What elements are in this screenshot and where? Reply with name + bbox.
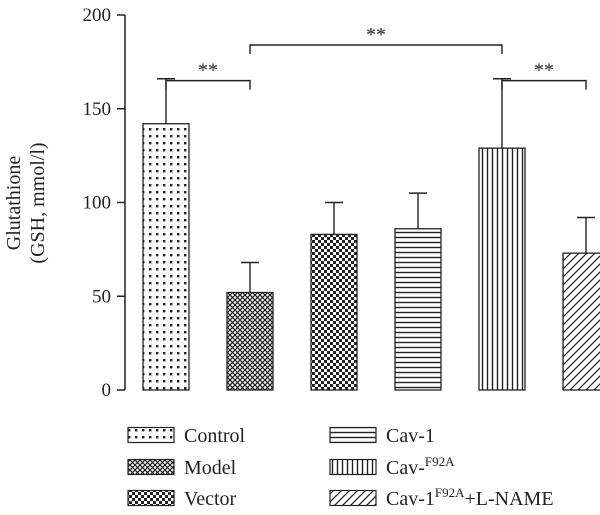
- legend-label: Cav-1: [386, 425, 435, 447]
- y-axis-title-line1: Glutathione: [3, 156, 25, 251]
- error-bar: [409, 192, 427, 229]
- significance-brackets: ** ** **: [165, 24, 587, 90]
- y-tick-label: 200: [83, 5, 112, 26]
- significance-bracket: **: [165, 60, 251, 90]
- significance-bracket: **: [249, 24, 503, 54]
- legend-label: Control: [184, 425, 246, 447]
- significance-label: **: [198, 60, 218, 82]
- legend-swatch: [329, 489, 377, 507]
- significance-label: **: [534, 60, 554, 82]
- bar-model: [226, 291, 274, 391]
- legend-item: Cav-1: [329, 425, 435, 447]
- legend-swatch: [329, 458, 377, 476]
- legend-label: Vector: [184, 488, 237, 510]
- legend: Control Cav-1 Model Cav-F92A Vector Cav-1F92A…: [127, 425, 554, 510]
- significance-bracket: **: [501, 60, 587, 90]
- error-bar: [325, 201, 343, 235]
- legend-item: Vector: [127, 488, 237, 510]
- legend-swatch: [127, 489, 175, 507]
- error-bars: [157, 78, 595, 293]
- legend-swatch: [127, 458, 175, 476]
- error-bar: [241, 261, 259, 293]
- legend-label: Cav-F92A: [386, 454, 455, 479]
- y-tick-label: 0: [102, 380, 112, 401]
- legend-item: Cav-1F92A+L-NAME: [329, 485, 554, 510]
- bar-vector: [310, 233, 358, 391]
- y-tick-label: 150: [83, 99, 112, 120]
- y-axis-title: Glutathione (GSH, mmol/l): [3, 142, 49, 263]
- bar-cav-f92a: [478, 147, 526, 391]
- y-tick-label: 50: [92, 286, 111, 307]
- bar-control: [142, 123, 190, 391]
- legend-label: Cav-1F92A+L-NAME: [386, 485, 554, 510]
- axes: 0 50 100 150 200: [83, 5, 126, 401]
- y-tick-label: 100: [83, 193, 112, 214]
- error-bar: [577, 216, 595, 254]
- y-axis-title-line2: (GSH, mmol/l): [27, 142, 49, 263]
- legend-item: Model: [127, 457, 237, 479]
- bar-cav-1f92a-l-name: [562, 252, 600, 391]
- significance-label: **: [366, 24, 386, 46]
- legend-swatch: [127, 426, 175, 444]
- legend-item: Control: [127, 425, 246, 447]
- error-bar: [493, 78, 511, 149]
- legend-swatch: [329, 426, 377, 444]
- bar-cav-1: [394, 228, 442, 391]
- bars: [142, 123, 600, 391]
- legend-item: Cav-F92A: [329, 454, 455, 479]
- legend-label: Model: [184, 457, 237, 479]
